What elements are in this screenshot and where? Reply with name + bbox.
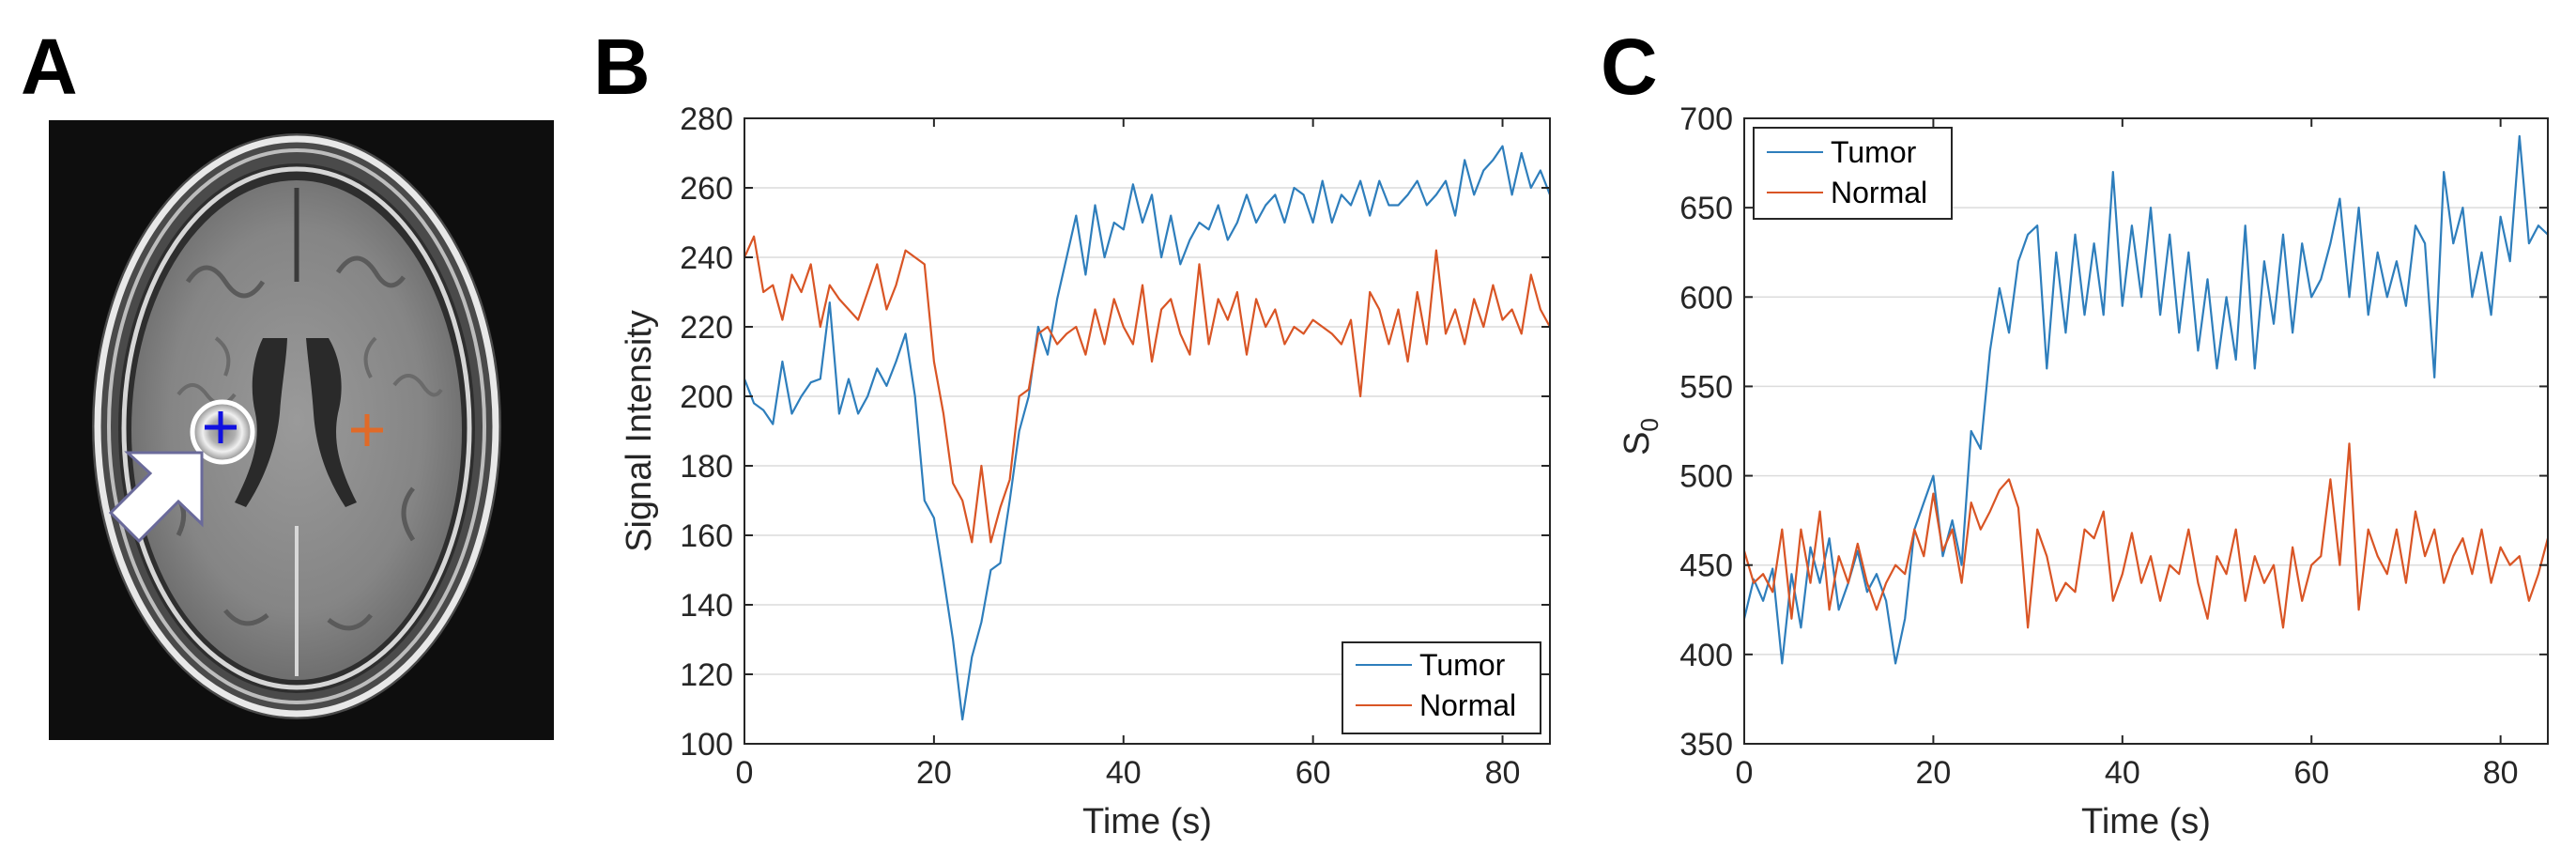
x-tick-label-c-0: 0 [1736,755,1754,791]
chart-c: 350 400 450 500 550 600 650 700 0 20 40 60 80 Time (… [1618,101,2549,841]
x-tick-label-c-40: 40 [2105,755,2140,791]
y-tick-label-c-700: 700 [1679,101,1733,137]
x-axis-label-c: Time (s) [2081,802,2211,841]
series-c [1744,134,2548,665]
y-axis-label-b: Signal Intensity [620,310,659,552]
series-line-tumor-b [744,145,1550,721]
y-tick-label-b-260: 260 [680,171,733,207]
axes-box-b [744,117,1551,745]
y-tick-label-c-450: 450 [1679,548,1733,584]
y-tick-label-b-240: 240 [680,240,733,276]
series-line-normal-b [744,235,1550,544]
legend-label-normal-c: Normal [1831,176,1927,209]
y-tick-label-b-180: 180 [680,449,733,485]
panel-letter-b: B [593,23,651,111]
y-tick-label-b-160: 160 [680,518,733,554]
series-line-normal-c [1744,442,2548,629]
arrow-icon [108,451,204,544]
y-tick-label-b-120: 120 [680,657,733,693]
y-tick-label-b-220: 220 [680,310,733,346]
y-tick-label-b-100: 100 [680,727,733,763]
axes-box-c [1743,117,2549,745]
x-tick-label-b-80: 80 [1485,755,1521,791]
legend-label-normal-b: Normal [1419,688,1516,722]
series-b [744,145,1550,721]
normal-marker-icon [351,414,383,446]
y-tick-label-c-350: 350 [1679,727,1733,763]
series-line-tumor-c [1744,134,2548,665]
x-tick-label-b-60: 60 [1296,755,1331,791]
y-tick-label-c-500: 500 [1679,459,1733,495]
x-tick-label-c-80: 80 [2483,755,2519,791]
mri-panel [49,120,554,740]
y-tick-label-b-140: 140 [680,588,733,624]
legend-label-tumor-b: Tumor [1419,648,1506,682]
y-axis-label-c: S0 [1618,418,1664,455]
panel-letter-a: A [21,23,78,111]
x-tick-label-c-60: 60 [2293,755,2329,791]
y-tick-label-c-400: 400 [1679,638,1733,673]
x-tick-label-b-40: 40 [1106,755,1142,791]
y-tick-label-b-200: 200 [680,379,733,415]
tumor-marker-icon [205,411,237,443]
y-axis-label-c-main: S [1618,432,1657,455]
y-tick-label-c-650: 650 [1679,191,1733,226]
x-tick-label-c-20: 20 [1915,755,1951,791]
ticks-b: 100 120 140 160 180 200 220 240 260 280 0 20 40 60 80 [680,101,1550,791]
panel-letter-c: C [1601,23,1658,111]
x-tick-label-b-0: 0 [736,755,754,791]
y-tick-label-c-550: 550 [1679,369,1733,405]
legend-c: Tumor Normal [1753,127,1953,220]
legend-b: Tumor Normal [1342,641,1541,734]
y-axis-label-c-sub: 0 [1635,418,1664,431]
y-tick-label-b-280: 280 [680,101,733,137]
x-tick-label-b-20: 20 [916,755,952,791]
legend-label-tumor-c: Tumor [1831,135,1917,169]
ticks-c: 350 400 450 500 550 600 650 700 0 20 40 60 80 [1679,101,2548,791]
y-tick-label-c-600: 600 [1679,280,1733,316]
x-axis-label-b: Time (s) [1082,802,1212,841]
